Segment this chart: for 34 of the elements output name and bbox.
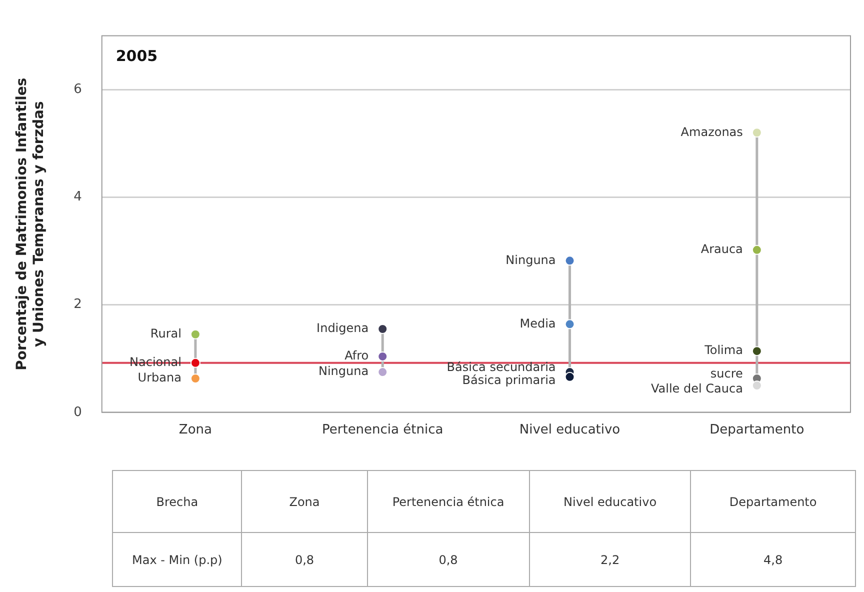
y-tick-label: 0 (74, 404, 82, 420)
y-tick-label: 6 (74, 82, 82, 97)
annotation: Rural (150, 326, 182, 341)
text: Nivel educativo (529, 470, 691, 532)
annotation: Indigena (316, 321, 369, 336)
y-tick-label: 2 (74, 297, 82, 312)
annotation: Ninguna (506, 252, 556, 267)
annotation: Valle del Cauca (650, 382, 743, 396)
annotation: Urbana (138, 370, 182, 385)
text: 2005 (116, 47, 158, 66)
annotation: Arauca (700, 242, 743, 256)
text: 0,8 (367, 532, 530, 586)
y-tick-label: 4 (74, 190, 82, 205)
annotation: Amazonas (680, 124, 743, 139)
annotation: Media (520, 316, 556, 330)
text: Departamento (690, 470, 856, 532)
annotation: Afro (344, 348, 369, 363)
text: Zona (242, 470, 368, 532)
x-tick-label: Departamento (710, 422, 804, 438)
annotation: Básica secundaria (446, 360, 556, 374)
y-axis-title: Porcentaje de Matrimonios Infantiles y Uniones Tempranas y forzdas (14, 78, 47, 370)
text: 2,2 (529, 532, 691, 586)
text: Brecha (112, 470, 242, 532)
text: Max - Min (p.p) (112, 532, 242, 586)
text: Pertenencia étnica (367, 470, 530, 532)
annotation: Básica primaria (462, 373, 556, 388)
annotation: Tolima (704, 343, 743, 358)
text: 0,8 (242, 532, 368, 586)
x-tick-label: Zona (178, 422, 212, 438)
x-tick-label: Pertenencia étnica (322, 422, 444, 438)
annotation: Ninguna (318, 364, 369, 378)
annotation: sucre (710, 366, 743, 381)
text: 4,8 (690, 532, 856, 586)
x-tick-label: Nivel educativo (519, 422, 620, 438)
